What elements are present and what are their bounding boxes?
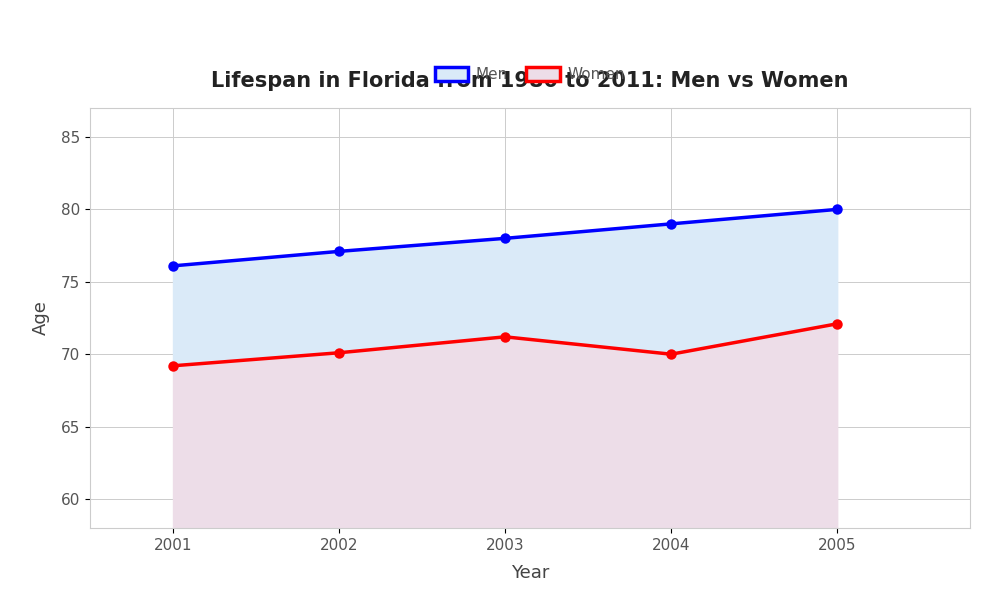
- Men: [167, 262, 179, 269]
- Title: Lifespan in Florida from 1980 to 2011: Men vs Women: Lifespan in Florida from 1980 to 2011: M…: [211, 71, 849, 91]
- Women: [665, 350, 677, 358]
- Legend: Men, Women: Men, Women: [429, 61, 631, 88]
- Line: Men: Men: [169, 205, 841, 270]
- Men: [665, 220, 677, 227]
- Women: [499, 333, 511, 340]
- Y-axis label: Age: Age: [32, 301, 50, 335]
- Women: [333, 349, 345, 356]
- Men: [831, 206, 843, 213]
- Line: Women: Women: [169, 320, 841, 370]
- Men: [333, 248, 345, 255]
- Women: [831, 320, 843, 328]
- Women: [167, 362, 179, 370]
- Men: [499, 235, 511, 242]
- X-axis label: Year: Year: [511, 564, 549, 582]
